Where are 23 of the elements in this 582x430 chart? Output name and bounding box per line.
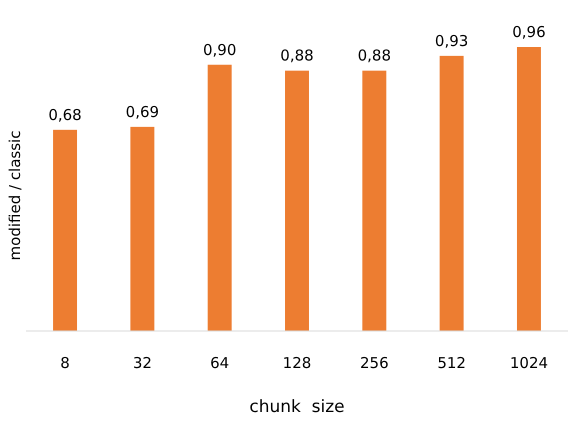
x-tick-label: 8 <box>60 354 70 372</box>
bar <box>362 70 386 331</box>
y-axis-title: modified / classic <box>6 130 24 260</box>
x-tick-label: 32 <box>132 354 152 372</box>
bar <box>285 70 309 331</box>
bar <box>516 47 541 331</box>
data-label: 0,90 <box>202 40 236 59</box>
data-label: 0,96 <box>512 23 546 41</box>
x-tick-label: 256 <box>360 354 389 372</box>
x-tick-label: 64 <box>210 354 230 372</box>
x-axis-title: chunk size <box>249 397 345 417</box>
bar <box>208 64 232 331</box>
data-label: 0,93 <box>434 32 468 50</box>
bar <box>53 130 78 331</box>
data-label: 0,88 <box>280 46 314 65</box>
data-label: 0,68 <box>48 106 82 124</box>
data-label: 0,88 <box>358 46 392 65</box>
x-tick-label: 128 <box>282 354 312 372</box>
x-tick-label: 1024 <box>510 354 548 372</box>
x-tick-label: 512 <box>437 354 466 372</box>
bar <box>440 56 464 331</box>
data-label: 0,69 <box>126 102 160 121</box>
bar <box>130 126 154 331</box>
